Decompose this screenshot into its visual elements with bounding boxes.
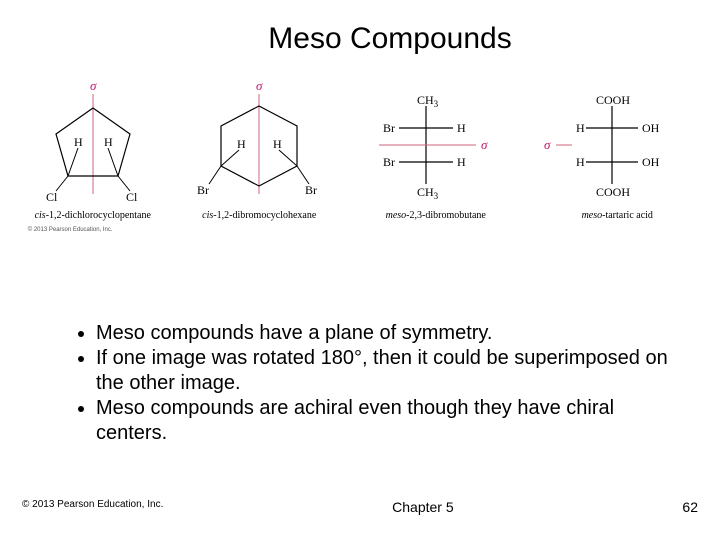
atom-h: H — [576, 155, 585, 169]
atom-h: H — [457, 155, 466, 169]
compound-dibromobutane: CH3 CH3 Br H Br H σ meso-2,3-dibromobuta… — [361, 76, 511, 221]
atom-cooh: COOH — [596, 185, 630, 199]
list-item: Meso compounds have a plane of symmetry. — [96, 321, 680, 346]
compound-label: meso-tartaric acid — [582, 210, 653, 221]
copyright-text: © 2013 Pearson Education, Inc. — [22, 499, 163, 510]
atom-br: Br — [197, 183, 209, 197]
atom-ch3: CH3 — [417, 93, 439, 109]
atom-cl: Cl — [46, 190, 58, 204]
atom-h: H — [104, 135, 113, 149]
footer: © 2013 Pearson Education, Inc. 62 Chapte… — [0, 499, 720, 515]
atom-br: Br — [305, 183, 317, 197]
list-item: If one image was rotated 180°, then it c… — [96, 346, 680, 396]
diagram-row: σ H H Cl Cl cis-1,2-dichlorocyclopentane… — [0, 76, 720, 261]
structure-dibromobutane: CH3 CH3 Br H Br H σ — [361, 76, 511, 206]
list-item: Meso compounds are achiral even though t… — [96, 396, 680, 446]
image-credit: © 2013 Pearson Education, Inc. — [28, 227, 113, 233]
bond — [297, 166, 309, 184]
structure-cyclopentane: σ H H Cl Cl — [28, 76, 158, 206]
atom-ch3: CH3 — [417, 185, 439, 201]
atom-oh: OH — [642, 155, 660, 169]
bond — [209, 166, 221, 184]
sigma-label: σ — [256, 78, 263, 93]
compound-label: meso-2,3-dibromobutane — [386, 210, 486, 221]
atom-cooh: COOH — [596, 93, 630, 107]
label-prefix: cis — [35, 210, 46, 221]
bond — [56, 176, 68, 191]
atom-h: H — [74, 135, 83, 149]
atom-cl: Cl — [126, 190, 138, 204]
atom-h: H — [273, 137, 282, 151]
compound-cyclopentane: σ H H Cl Cl cis-1,2-dichlorocyclopentane… — [28, 76, 158, 233]
label-name: -2,3-dibromobutane — [406, 210, 486, 221]
label-name: -1,2-dichlorocyclopentane — [46, 210, 151, 221]
label-prefix: meso — [386, 210, 407, 221]
sigma-label: σ — [544, 137, 551, 152]
bond — [118, 176, 130, 191]
label-name: -1,2-dibromocyclohexane — [213, 210, 316, 221]
bond — [68, 148, 78, 176]
structure-cyclohexane: σ H H Br Br — [189, 76, 329, 206]
atom-oh: OH — [642, 121, 660, 135]
label-name: -tartaric acid — [602, 210, 653, 221]
compound-tartaric: COOH COOH H OH H OH σ meso-tartaric acid — [542, 76, 692, 221]
page-number: 62 — [682, 499, 698, 515]
bond — [221, 150, 239, 166]
atom-br: Br — [383, 121, 395, 135]
label-prefix: meso — [582, 210, 603, 221]
bond — [108, 148, 118, 176]
compound-label: cis-1,2-dibromocyclohexane — [202, 210, 316, 221]
structure-tartaric: COOH COOH H OH H OH σ — [542, 76, 692, 206]
page-title: Meso Compounds — [0, 0, 720, 56]
atom-br: Br — [383, 155, 395, 169]
atom-h: H — [576, 121, 585, 135]
label-prefix: cis — [202, 210, 213, 221]
atom-h: H — [237, 137, 246, 151]
sigma-label: σ — [481, 137, 488, 152]
compound-label: cis-1,2-dichlorocyclopentane — [35, 210, 151, 221]
bond — [279, 150, 297, 166]
bullet-list: Meso compounds have a plane of symmetry.… — [0, 321, 720, 446]
atom-h: H — [457, 121, 466, 135]
sigma-label: σ — [90, 78, 97, 93]
compound-cyclohexane: σ H H Br Br cis-1,2-dibromocyclohexane — [189, 76, 329, 221]
